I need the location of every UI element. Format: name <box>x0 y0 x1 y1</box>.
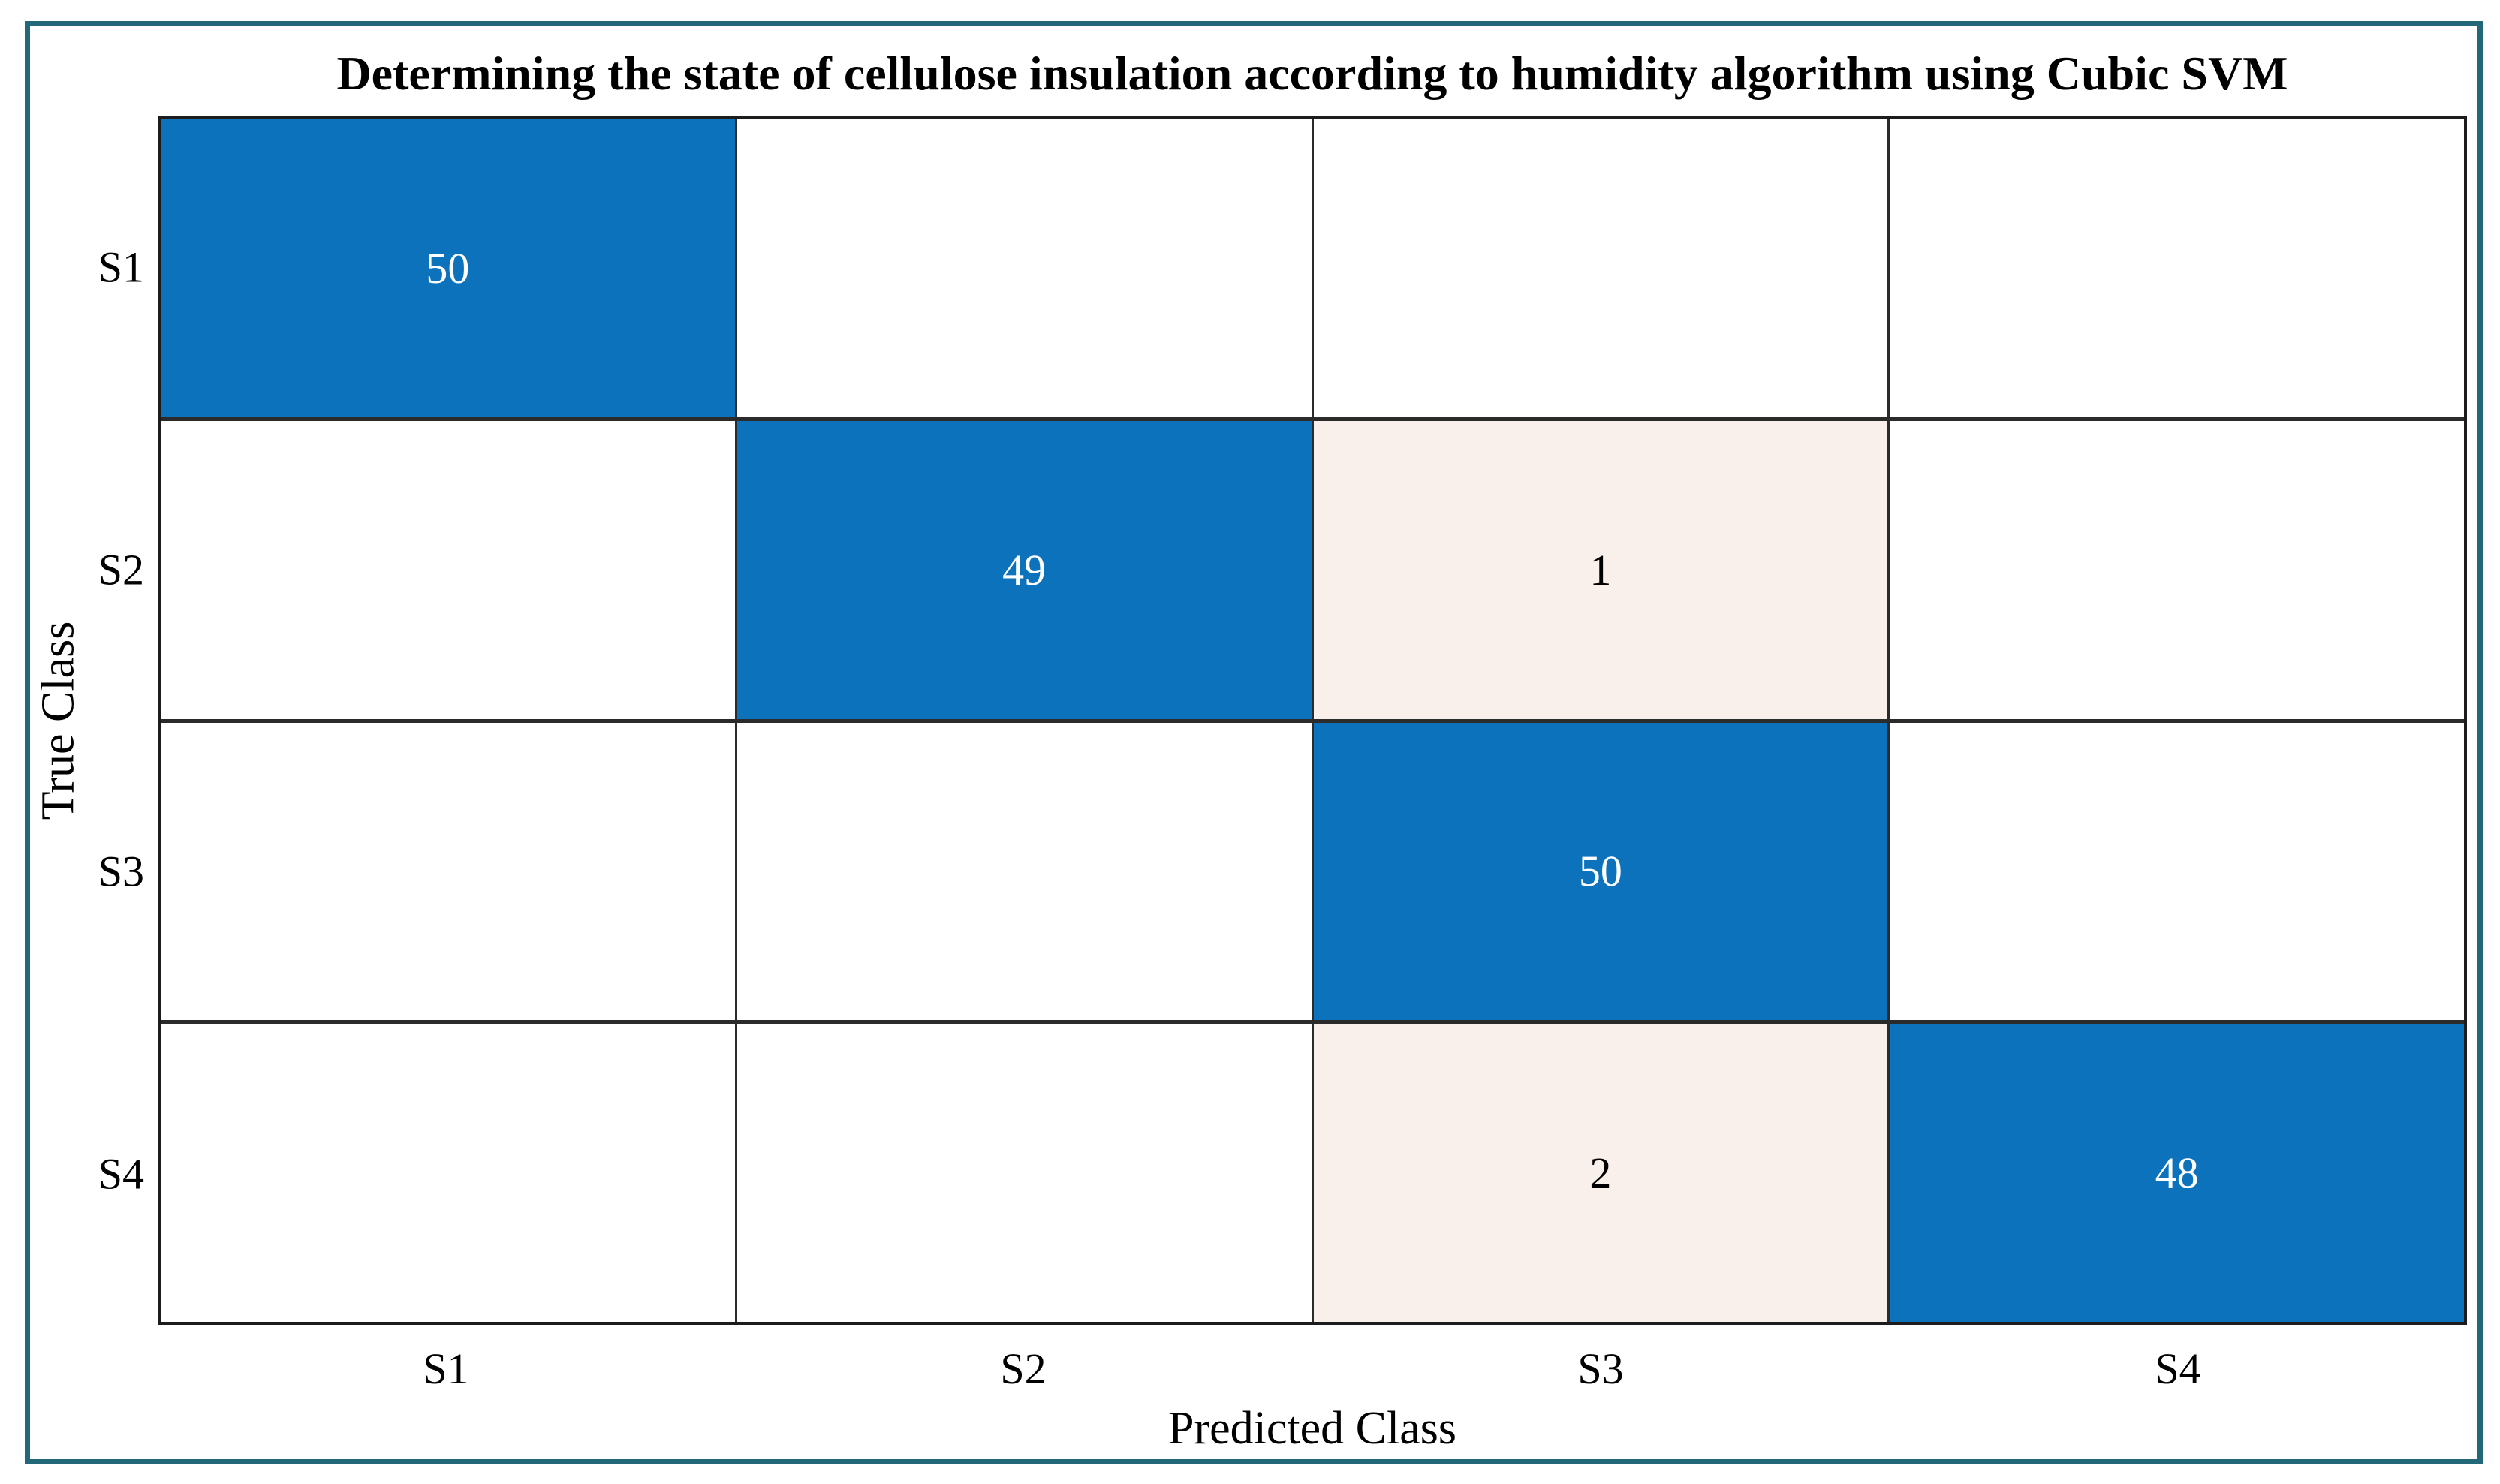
chart-title: Determining the state of cellulose insul… <box>336 47 2288 100</box>
cell-S4-S4: 48 <box>1890 1024 2464 1322</box>
figure-frame <box>25 21 2483 1464</box>
cell-value: 49 <box>1002 545 1047 595</box>
cell-S3-S2 <box>736 722 1312 1021</box>
cell-value: 1 <box>1589 545 1612 595</box>
cell-S4-S2 <box>736 1024 1312 1322</box>
cell-S3-S4 <box>1890 722 2464 1021</box>
cell-S2-S1 <box>161 420 735 719</box>
x-tick-S2: S2 <box>1000 1344 1047 1393</box>
x-tick-S1: S1 <box>423 1344 469 1393</box>
y-tick-S4: S4 <box>98 1149 144 1199</box>
confusion-matrix-grid: 50 49 1 50 2 48 <box>158 116 2467 1325</box>
cell-S1-S1: 50 <box>161 119 735 417</box>
cell-S4-S3: 2 <box>1313 1024 1888 1322</box>
x-tick-S3: S3 <box>1577 1344 1624 1393</box>
cell-S3-S3: 50 <box>1313 722 1888 1021</box>
cell-S2-S4 <box>1890 420 2464 719</box>
y-axis-label: True Class <box>32 621 84 820</box>
cell-S2-S2: 49 <box>736 420 1312 719</box>
y-tick-S3: S3 <box>98 847 144 896</box>
cell-value: 48 <box>2155 1148 2199 1198</box>
x-tick-S4: S4 <box>2155 1344 2201 1393</box>
cell-S1-S3 <box>1313 119 1888 417</box>
cell-S3-S1 <box>161 722 735 1021</box>
cell-value: 50 <box>426 243 470 293</box>
y-tick-S2: S2 <box>98 545 144 595</box>
cell-S1-S4 <box>1890 119 2464 417</box>
cell-S4-S1 <box>161 1024 735 1322</box>
cell-value: 2 <box>1589 1148 1612 1198</box>
cell-S2-S3: 1 <box>1313 420 1888 719</box>
cell-value: 50 <box>1578 847 1622 896</box>
x-axis-label: Predicted Class <box>1168 1403 1456 1454</box>
y-tick-S1: S1 <box>98 242 144 292</box>
cell-S1-S2 <box>736 119 1312 417</box>
